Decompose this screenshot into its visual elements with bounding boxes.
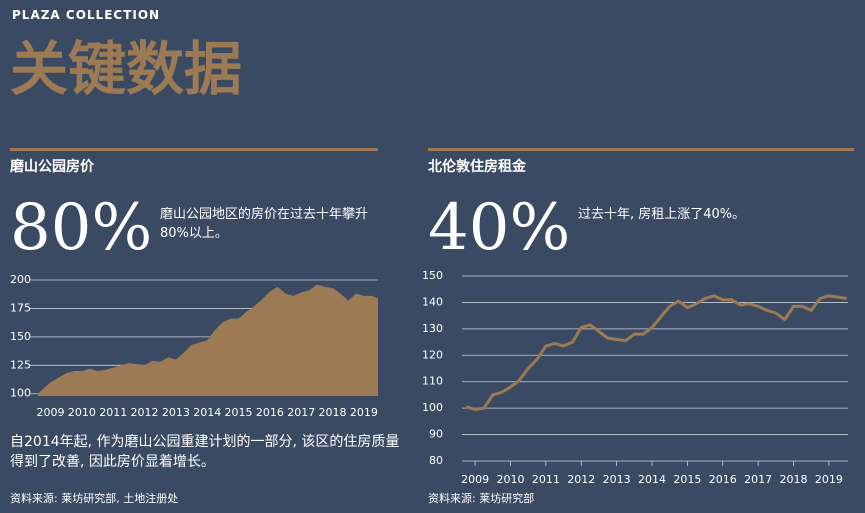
y-tick-label: 140 [422, 295, 443, 308]
x-tick-label: 2019 [815, 473, 843, 486]
y-tick-label: 100 [422, 401, 443, 414]
y-tick-label: 150 [422, 269, 443, 282]
divider [10, 148, 378, 151]
x-tick-label: 2018 [319, 406, 347, 419]
panel-title: 磨山公园房价 [10, 159, 94, 175]
footnote: 自2014年起, 作为磨山公园重建计划的一部分, 该区的住房质量得到了改善, 因… [10, 434, 400, 470]
big-number: 80% [10, 191, 153, 265]
y-tick-label: 110 [422, 375, 443, 388]
panel-title: 北伦敦住房租金 [428, 159, 526, 175]
x-tick-label: 2016 [709, 473, 737, 486]
y-tick-label: 100 [10, 387, 31, 400]
x-tick-label: 2012 [131, 406, 159, 419]
y-tick-label: 175 [10, 301, 31, 314]
x-tick-label: 2016 [256, 406, 284, 419]
x-tick-label: 2017 [287, 406, 315, 419]
x-tick-label: 2019 [350, 406, 378, 419]
source: 资料来源: 莱坊研究部, 土地注册处 [10, 492, 179, 505]
brand: PLAZA COLLECTION [12, 8, 161, 22]
x-tick-label: 2018 [780, 473, 808, 486]
x-tick-label: 2015 [225, 406, 253, 419]
x-tick-label: 2012 [567, 473, 595, 486]
x-tick-label: 2013 [162, 406, 190, 419]
divider [428, 148, 854, 151]
y-tick-label: 120 [422, 348, 443, 361]
x-tick-label: 2014 [193, 406, 221, 419]
y-tick-label: 200 [10, 273, 31, 286]
x-tick-label: 2010 [496, 473, 524, 486]
x-tick-label: 2009 [461, 473, 489, 486]
x-tick-label: 2009 [37, 406, 65, 419]
x-tick-label: 2013 [603, 473, 631, 486]
x-tick-label: 2010 [68, 406, 96, 419]
x-tick-label: 2017 [744, 473, 772, 486]
x-tick-label: 2011 [532, 473, 560, 486]
page-title: 关键数据 [10, 35, 243, 103]
source: 资料来源: 莱坊研究部 [428, 492, 535, 505]
y-tick-label: 150 [10, 330, 31, 343]
x-tick-label: 2011 [99, 406, 127, 419]
line [465, 294, 847, 411]
x-tick-label: 2014 [638, 473, 666, 486]
x-tick-label: 2015 [673, 473, 701, 486]
y-tick-label: 125 [10, 358, 31, 371]
big-number: 40% [428, 191, 571, 265]
description: 过去十年, 房租上涨了40%。 [578, 207, 746, 222]
area [38, 284, 378, 396]
description: 磨山公园地区的房价在过去十年攀升80%以上。 [160, 207, 369, 241]
y-tick-label: 90 [429, 428, 443, 441]
y-tick-label: 130 [422, 322, 443, 335]
y-tick-label: 80 [429, 454, 443, 467]
